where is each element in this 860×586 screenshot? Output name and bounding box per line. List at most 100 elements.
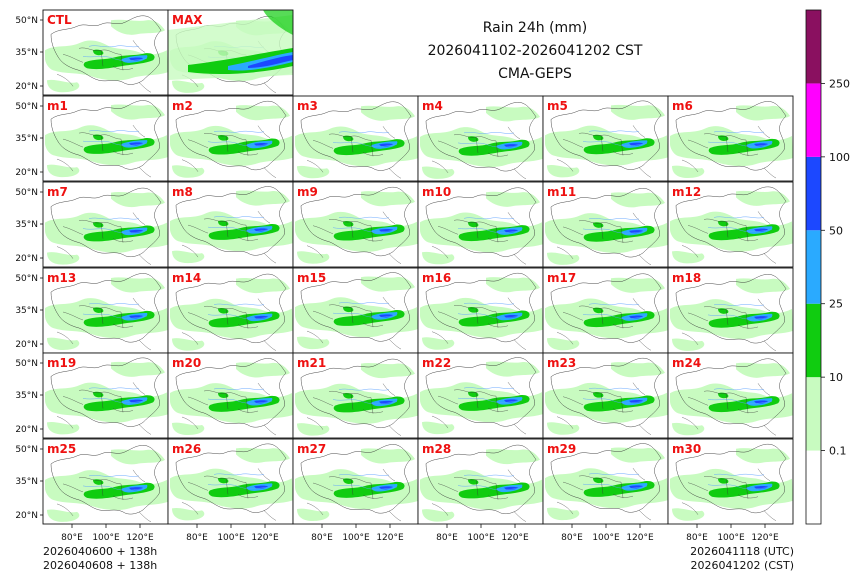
lon-tick-label: 80°E (61, 533, 83, 543)
title-line-1: Rain 24h (mm) (482, 20, 588, 36)
lon-tick-label: 120°E (251, 533, 279, 543)
panel-label: m23 (547, 356, 576, 370)
valid-time-utc: 2026041118 (UTC) (690, 545, 794, 558)
colorbar-segment (806, 10, 821, 84)
map-panel-m29: m29 (542, 438, 669, 525)
panel-label: m5 (547, 99, 568, 113)
colorbar-tick-label: 250 (829, 77, 850, 90)
title-line-2: 2026041102-2026041202 CST (427, 43, 643, 59)
valid-time-cst: 2026041202 (CST) (690, 559, 794, 572)
title-line-3: CMA-GEPS (498, 66, 572, 82)
map-panel-m21: m21 (292, 352, 419, 439)
colorbar-segment (806, 83, 821, 157)
lat-tick-label: 20°N (15, 254, 38, 264)
lat-tick-label: 50°N (15, 102, 38, 112)
map-panel-m13: m13 (42, 267, 169, 354)
colorbar-segment (806, 377, 821, 451)
panel-label: m8 (172, 185, 193, 199)
panel-label: m10 (422, 185, 451, 199)
lon-tick-label: 100°E (217, 533, 245, 543)
map-panel-m20: m20 (167, 352, 294, 439)
colorbar-tick-label: 10 (829, 371, 843, 384)
panel-label: m11 (547, 185, 576, 199)
map-panel-m6: m6 (667, 95, 794, 182)
colorbar-tick-label: 100 (829, 151, 850, 164)
map-panel-m5: m5 (542, 95, 669, 182)
init-time-utc: 2026040600 + 138h (43, 545, 158, 558)
map-panel-m7: m7 (42, 181, 169, 268)
panel-label: m6 (672, 99, 693, 113)
panel-label: m27 (297, 442, 326, 456)
lat-tick-label: 50°N (15, 188, 38, 198)
panel-label: m14 (172, 271, 201, 285)
colorbar-segment (806, 156, 821, 231)
panel-label: m17 (547, 271, 576, 285)
map-panel-m24: m24 (667, 352, 794, 439)
panel-label: m15 (297, 271, 326, 285)
lon-tick-label: 120°E (501, 533, 529, 543)
lat-tick-label: 20°N (15, 82, 38, 92)
map-panel-m15: m15 (292, 267, 419, 354)
map-panel-m16: m16 (417, 267, 544, 354)
lat-tick-label: 20°N (15, 425, 38, 435)
init-time-cst: 2026040608 + 138h (43, 559, 158, 572)
panel-label: m1 (47, 99, 68, 113)
lon-tick-label: 80°E (186, 533, 208, 543)
lon-tick-label: 80°E (561, 533, 583, 543)
panel-label: m20 (172, 356, 201, 370)
lat-tick-label: 20°N (15, 340, 38, 350)
map-panel-m26: m26 (167, 438, 294, 525)
lon-tick-label: 80°E (686, 533, 708, 543)
panel-label: m22 (422, 356, 451, 370)
panel-label: m30 (672, 442, 701, 456)
panel-label: m3 (297, 99, 318, 113)
map-panel-m18: m18 (667, 267, 794, 354)
lat-tick-label: 50°N (15, 445, 38, 455)
panel-label: m18 (672, 271, 701, 285)
lat-tick-label: 20°N (15, 168, 38, 178)
lat-tick-label: 50°N (15, 16, 38, 26)
lat-tick-label: 35°N (15, 477, 38, 487)
panel-label: m16 (422, 271, 451, 285)
lat-tick-label: 35°N (15, 391, 38, 401)
panel-label: m28 (422, 442, 451, 456)
map-panel-m3: m3 (292, 95, 419, 182)
panel-label: m13 (47, 271, 76, 285)
map-panel-m14: m14 (167, 267, 294, 354)
map-panel-m4: m4 (417, 95, 544, 182)
lon-tick-label: 100°E (717, 533, 745, 543)
map-panel-m22: m22 (417, 352, 544, 439)
panel-label: m29 (547, 442, 576, 456)
lat-tick-label: 50°N (15, 274, 38, 284)
lat-tick-label: 20°N (15, 511, 38, 521)
lat-tick-label: 35°N (15, 134, 38, 144)
panel-label: CTL (47, 13, 72, 27)
map-panel-m27: m27 (292, 438, 419, 525)
map-panel-m1: m1 (42, 95, 169, 182)
panel-label: m4 (422, 99, 443, 113)
panel-label: m12 (672, 185, 701, 199)
map-panel-m9: m9 (292, 181, 419, 268)
lat-tick-label: 35°N (15, 220, 38, 230)
panel-label: m24 (672, 356, 701, 370)
panel-label: m2 (172, 99, 193, 113)
colorbar-segment (806, 230, 821, 304)
colorbar-tick-label: 0.1 (829, 445, 847, 458)
panel-label: m19 (47, 356, 76, 370)
colorbar-segment (806, 303, 821, 378)
colorbar-tick-label: 25 (829, 298, 843, 311)
map-panel-m2: m2 (167, 95, 294, 182)
lon-tick-label: 80°E (436, 533, 458, 543)
colorbar: 0.1 10 25 50 100 250 (805, 9, 850, 525)
lon-tick-label: 100°E (467, 533, 495, 543)
lon-tick-label: 80°E (311, 533, 333, 543)
lon-tick-label: 120°E (126, 533, 154, 543)
map-panel-m28: m28 (417, 438, 544, 525)
map-panel-m30: m30 (667, 438, 794, 525)
map-panel-m8: m8 (167, 181, 294, 268)
panel-label: MAX (172, 13, 203, 27)
map-panel-m19: m19 (42, 352, 169, 439)
map-panel-m10: m10 (417, 181, 544, 268)
